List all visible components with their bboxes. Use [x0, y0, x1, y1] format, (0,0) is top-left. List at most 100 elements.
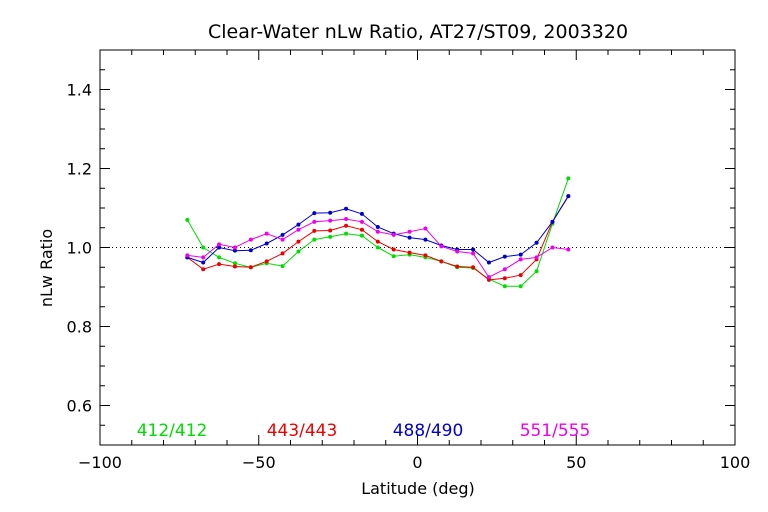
data-point-443-443: [280, 251, 285, 256]
data-point-412-412: [296, 249, 301, 254]
data-point-443-443: [328, 228, 333, 233]
plot-area: −100 −50 0 50 100 0.6 0.8 1.0 1.2 1.4 412/412 443/4…: [67, 49, 751, 472]
data-point-551-555: [550, 245, 555, 250]
data-point-443-443: [455, 264, 460, 269]
y-tick-label: 1.4: [67, 81, 92, 100]
data-point-488-490: [248, 248, 253, 253]
data-point-551-555: [264, 231, 269, 236]
data-point-551-555: [375, 229, 380, 234]
data-point-412-412: [534, 269, 539, 274]
x-tick-label: −50: [242, 453, 276, 472]
x-tick-label: −100: [78, 453, 122, 472]
data-point-412-412: [280, 264, 285, 269]
data-point-488-490: [423, 237, 428, 242]
data-point-412-412: [201, 245, 206, 250]
data-point-488-490: [375, 224, 380, 229]
data-point-412-412: [391, 254, 396, 259]
data-point-551-555: [280, 237, 285, 242]
plot-frame: [99, 49, 736, 446]
data-point-488-490: [296, 222, 301, 227]
data-point-551-555: [328, 218, 333, 223]
data-point-488-490: [312, 211, 317, 216]
data-point-551-555: [486, 275, 491, 280]
data-point-551-555: [312, 219, 317, 224]
data-point-443-443: [296, 239, 301, 244]
data-point-443-443: [423, 253, 428, 258]
data-point-551-555: [391, 232, 396, 237]
data-point-551-555: [566, 247, 571, 252]
data-point-488-490: [550, 219, 555, 224]
data-point-551-555: [185, 253, 190, 258]
data-point-488-490: [328, 210, 333, 215]
data-point-443-443: [391, 247, 396, 252]
data-point-443-443: [217, 262, 222, 267]
y-tick-label: 0.8: [67, 318, 92, 337]
data-point-551-555: [201, 255, 206, 260]
data-point-551-555: [359, 219, 364, 224]
data-point-551-555: [455, 249, 460, 254]
data-point-488-490: [502, 254, 507, 259]
series-line-443-443: [187, 195, 569, 281]
data-point-551-555: [502, 267, 507, 272]
data-point-443-443: [502, 276, 507, 281]
legend-entry-551-555: 551/555: [520, 421, 591, 441]
data-point-412-412: [518, 284, 523, 289]
data-point-412-412: [185, 217, 190, 222]
data-point-443-443: [248, 265, 253, 270]
data-point-443-443: [407, 250, 412, 255]
data-point-443-443: [471, 265, 476, 270]
data-point-551-555: [518, 257, 523, 262]
data-point-488-490: [264, 241, 269, 246]
data-point-443-443: [312, 228, 317, 233]
data-point-488-490: [359, 211, 364, 216]
y-tick-label: 1.0: [67, 239, 92, 258]
data-point-443-443: [359, 227, 364, 232]
data-point-551-555: [248, 237, 253, 242]
data-point-488-490: [232, 248, 237, 253]
data-point-488-490: [201, 260, 206, 265]
data-point-412-412: [217, 255, 222, 260]
chart-title: Clear-Water nLw Ratio, AT27/ST09, 200332…: [208, 21, 628, 43]
data-point-551-555: [423, 226, 428, 231]
data-point-443-443: [486, 277, 491, 282]
data-point-412-412: [232, 261, 237, 266]
data-point-488-490: [217, 245, 222, 250]
data-point-551-555: [296, 227, 301, 232]
data-point-488-490: [566, 194, 571, 199]
data-point-412-412: [344, 231, 349, 236]
data-point-551-555: [471, 251, 476, 256]
data-point-488-490: [407, 235, 412, 240]
data-point-443-443: [518, 273, 523, 278]
data-point-412-412: [359, 233, 364, 238]
data-point-551-555: [534, 255, 539, 260]
y-tick-label: 1.2: [67, 160, 92, 179]
data-point-412-412: [328, 234, 333, 239]
legend-entry-443-443: 443/443: [267, 421, 338, 441]
data-point-488-490: [344, 206, 349, 211]
data-point-412-412: [312, 237, 317, 242]
data-point-551-555: [407, 229, 412, 234]
data-point-443-443: [201, 267, 206, 272]
data-point-412-412: [375, 245, 380, 250]
data-point-412-412: [566, 176, 571, 181]
data-point-488-490: [280, 232, 285, 237]
legend-entry-412-412: 412/412: [137, 421, 208, 441]
data-point-443-443: [439, 259, 444, 264]
data-point-551-555: [217, 242, 222, 247]
data-point-443-443: [232, 264, 237, 269]
y-tick-label: 0.6: [67, 397, 92, 416]
data-point-551-555: [344, 217, 349, 222]
data-point-488-490: [534, 240, 539, 245]
data-point-488-490: [518, 252, 523, 257]
data-point-488-490: [471, 247, 476, 252]
x-tick-label: 0: [412, 453, 422, 472]
y-axis-label: nLw Ratio: [37, 229, 56, 307]
data-point-443-443: [344, 223, 349, 228]
data-point-443-443: [264, 259, 269, 264]
data-point-488-490: [486, 260, 491, 265]
data-point-412-412: [502, 284, 507, 289]
legend-entry-488-490: 488/490: [393, 421, 464, 441]
x-tick-label: 100: [720, 453, 751, 472]
